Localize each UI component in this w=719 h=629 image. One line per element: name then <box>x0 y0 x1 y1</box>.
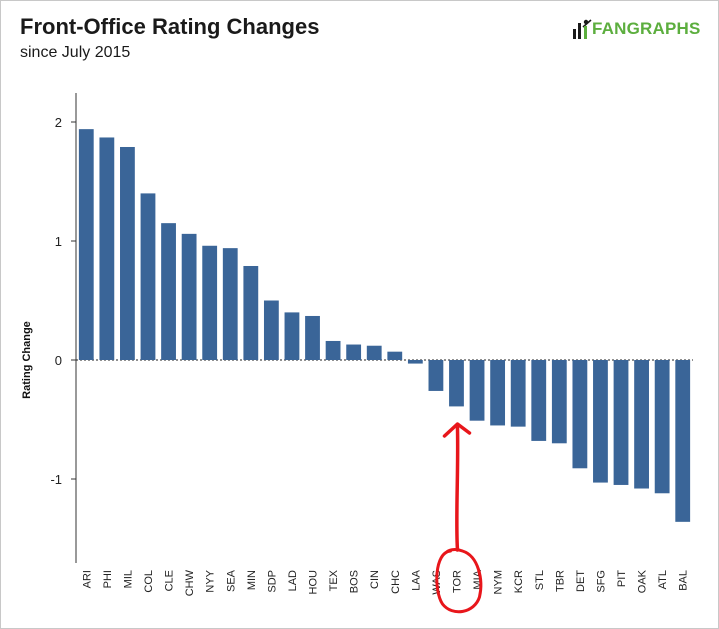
x-tick-label: MIL <box>122 570 134 588</box>
x-tick-label: DET <box>575 570 587 592</box>
x-tick-label: SFG <box>595 570 607 593</box>
x-tick-label: CHC <box>390 570 402 594</box>
bar-nyy <box>202 245 218 360</box>
bar-mil <box>120 146 135 360</box>
bar-chw <box>181 233 197 360</box>
bar-nym <box>490 360 506 426</box>
y-tick-label: 2 <box>55 115 62 130</box>
annotation-arrow-shaft <box>455 426 460 552</box>
y-axis-title: Rating Change <box>21 321 33 399</box>
x-tick-label: CLE <box>164 570 176 591</box>
x-tick-label: MIN <box>246 570 258 590</box>
bar-oak <box>634 360 649 489</box>
x-tick-label: SEA <box>225 569 237 592</box>
bar-min <box>243 265 259 360</box>
x-tick-label: OAK <box>637 569 649 593</box>
bar-stl <box>531 360 547 441</box>
bar-sfg <box>593 360 608 483</box>
chart-subtitle: since July 2015 <box>20 44 131 61</box>
x-tick-label: BAL <box>678 570 690 591</box>
bar-mia <box>469 360 485 421</box>
x-tick-label: KCR <box>513 570 525 593</box>
bar-hou <box>305 315 320 360</box>
bar-det <box>572 360 588 469</box>
bar-laa <box>407 360 423 364</box>
bar-tor <box>449 360 464 407</box>
x-tick-label: TBR <box>554 570 566 592</box>
annotation-arrow-head <box>442 422 472 438</box>
bar-bal <box>675 360 691 522</box>
x-tick-label: SDP <box>266 570 278 593</box>
bar-phi <box>99 137 115 360</box>
bar-atl <box>654 360 670 494</box>
x-tick-label: HOU <box>308 570 320 595</box>
bar-kcr <box>510 360 526 427</box>
bar-sea <box>222 248 238 360</box>
bar-chc <box>387 351 403 360</box>
bar-pit <box>613 360 629 485</box>
bar-bos <box>346 344 362 360</box>
x-tick-label: ATL <box>657 570 669 589</box>
y-tick-label: -1 <box>50 472 62 487</box>
x-tick-label: PIT <box>616 570 628 587</box>
x-tick-label: NYM <box>493 570 505 594</box>
bar-tbr <box>551 360 567 444</box>
x-tick-label: STL <box>534 570 546 590</box>
bar-was <box>428 360 444 391</box>
x-tick-label: NYY <box>205 569 217 592</box>
bar-sdp <box>263 300 279 360</box>
bar-tex <box>325 340 341 360</box>
y-tick-label: 1 <box>55 234 62 249</box>
bar-col <box>140 193 156 360</box>
bar-lad <box>284 312 300 360</box>
x-tick-label: PHI <box>102 570 114 588</box>
x-tick-label: COL <box>143 570 155 593</box>
bar-cin <box>366 345 382 360</box>
chart-title: Front-Office Rating Changes <box>20 14 320 39</box>
y-tick-label: 0 <box>55 353 62 368</box>
x-tick-label: ARI <box>81 570 93 588</box>
x-tick-label: LAD <box>287 570 299 591</box>
x-tick-label: TEX <box>328 569 340 591</box>
x-tick-label: LAA <box>410 569 422 590</box>
bar-cle <box>161 223 176 360</box>
logo-batter-icon <box>573 19 592 39</box>
x-tick-label: CHW <box>184 569 196 596</box>
x-tick-label: BOS <box>349 570 361 593</box>
logo-text: FANGRAPHS <box>592 19 701 38</box>
bar-ari <box>78 129 94 360</box>
x-tick-label: CIN <box>369 570 381 589</box>
fangraphs-logo: FANGRAPHS <box>572 18 701 40</box>
x-tick-label: TOR <box>451 570 463 593</box>
